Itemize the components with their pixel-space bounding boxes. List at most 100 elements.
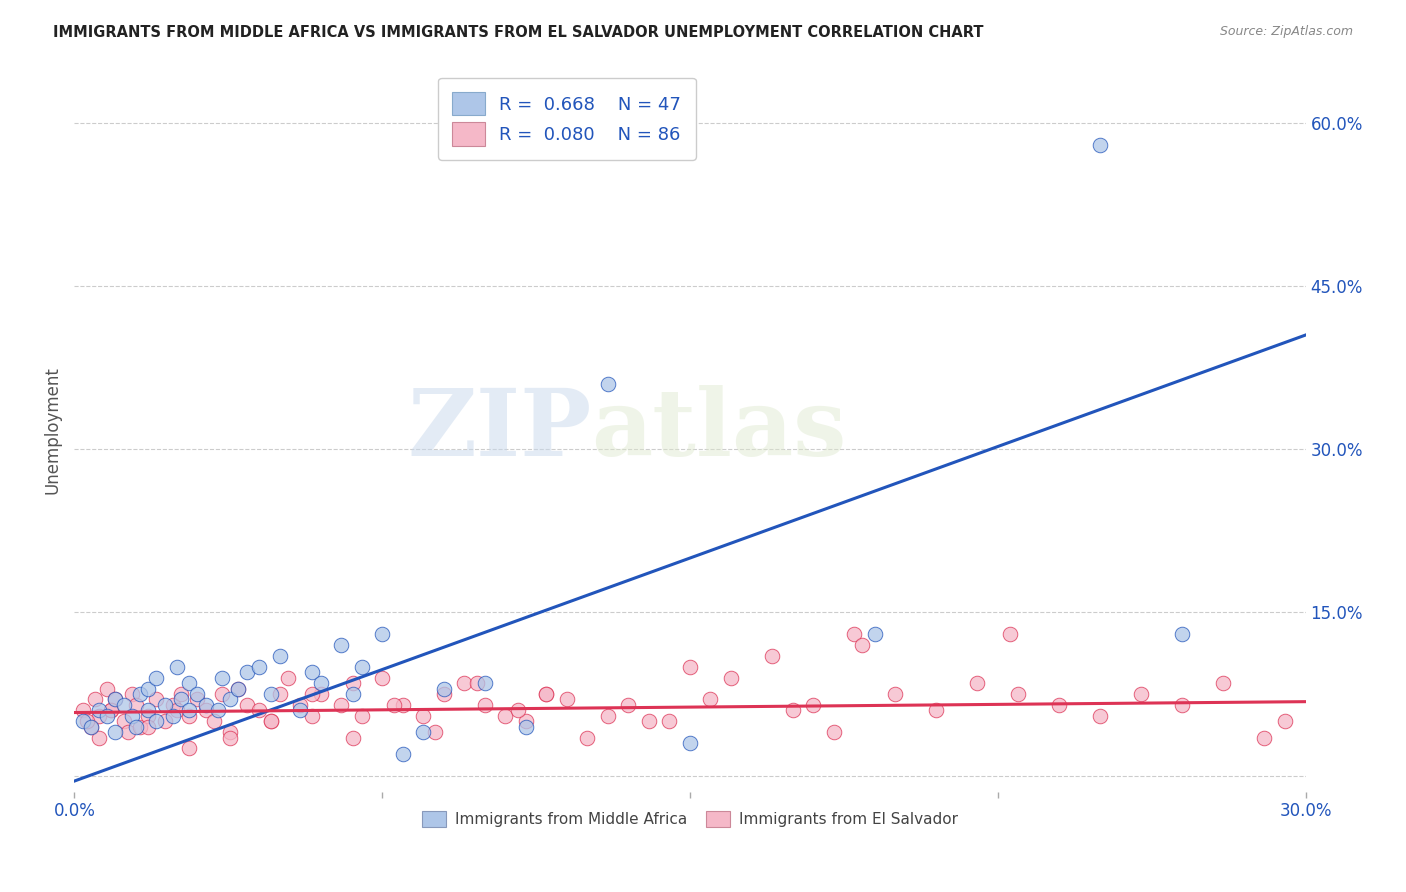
Point (260, 714, 283, 729)
Point (145, 714, 167, 729)
Point (277, 671, 299, 685)
Point (269, 648, 291, 663)
Point (309, 687, 332, 701)
Point (145, 671, 167, 685)
Point (288, 698, 311, 712)
Point (219, 725, 242, 739)
Point (100, 703, 122, 717)
Point (699, 692, 721, 706)
Point (179, 703, 201, 717)
Point (247, 660, 270, 674)
Point (823, 725, 845, 739)
Point (515, 720, 537, 734)
Point (87, 703, 110, 717)
Point (96, 708, 118, 723)
Point (1007, 687, 1029, 701)
Point (576, 731, 599, 745)
Point (162, 698, 184, 712)
Point (247, 703, 270, 717)
Point (453, 676, 475, 690)
Point (80, 720, 103, 734)
Point (260, 714, 283, 729)
Point (202, 714, 225, 729)
Point (170, 687, 193, 701)
Point (658, 714, 681, 729)
Point (966, 676, 988, 690)
Point (371, 627, 394, 641)
Point (129, 687, 152, 701)
Point (211, 687, 233, 701)
Point (301, 687, 323, 701)
Point (1171, 627, 1194, 641)
Point (136, 708, 159, 723)
Point (536, 687, 558, 701)
Point (371, 671, 394, 685)
Point (391, 747, 413, 761)
Point (153, 714, 176, 729)
Point (269, 687, 291, 701)
Point (207, 703, 229, 717)
Point (87, 731, 110, 745)
Point (104, 692, 127, 706)
Point (884, 687, 907, 701)
Point (301, 708, 323, 723)
Point (100, 703, 122, 717)
Point (515, 714, 537, 729)
Point (186, 692, 208, 706)
Point (162, 708, 184, 723)
Point (179, 708, 201, 723)
Point (474, 698, 496, 712)
Point (219, 731, 242, 745)
Point (342, 687, 364, 701)
Point (1130, 687, 1153, 701)
Point (219, 692, 242, 706)
Point (679, 660, 702, 674)
Point (309, 676, 332, 690)
Point (186, 687, 208, 701)
Point (925, 703, 948, 717)
Point (288, 703, 311, 717)
Point (194, 698, 217, 712)
Point (350, 708, 373, 723)
Point (228, 681, 250, 696)
Point (465, 676, 488, 690)
Point (301, 665, 323, 680)
Point (342, 676, 364, 690)
Text: atlas: atlas (592, 385, 846, 475)
Point (153, 698, 176, 712)
Point (617, 698, 640, 712)
Point (125, 698, 148, 712)
Point (136, 703, 159, 717)
Point (342, 731, 364, 745)
Point (851, 638, 873, 652)
Point (228, 681, 250, 696)
Point (494, 708, 516, 723)
Text: ZIP: ZIP (408, 385, 592, 475)
Point (80, 720, 103, 734)
Point (121, 687, 143, 701)
Point (235, 665, 257, 680)
Point (1212, 676, 1234, 690)
Point (330, 638, 353, 652)
Point (863, 627, 886, 641)
Point (104, 725, 127, 739)
Point (166, 660, 188, 674)
Point (801, 698, 824, 712)
Legend: Immigrants from Middle Africa, Immigrants from El Salvador: Immigrants from Middle Africa, Immigrant… (413, 804, 966, 835)
Point (104, 692, 127, 706)
Point (121, 708, 143, 723)
Point (145, 692, 167, 706)
Point (1047, 698, 1070, 712)
Point (179, 676, 201, 690)
Text: Source: ZipAtlas.com: Source: ZipAtlas.com (1219, 25, 1353, 38)
Point (384, 698, 406, 712)
Point (83, 692, 105, 706)
Point (391, 698, 413, 712)
Point (720, 671, 742, 685)
Point (1274, 714, 1296, 729)
Y-axis label: Unemployment: Unemployment (44, 367, 60, 494)
Point (506, 703, 529, 717)
Point (433, 687, 456, 701)
Point (782, 703, 804, 717)
Point (179, 741, 201, 756)
